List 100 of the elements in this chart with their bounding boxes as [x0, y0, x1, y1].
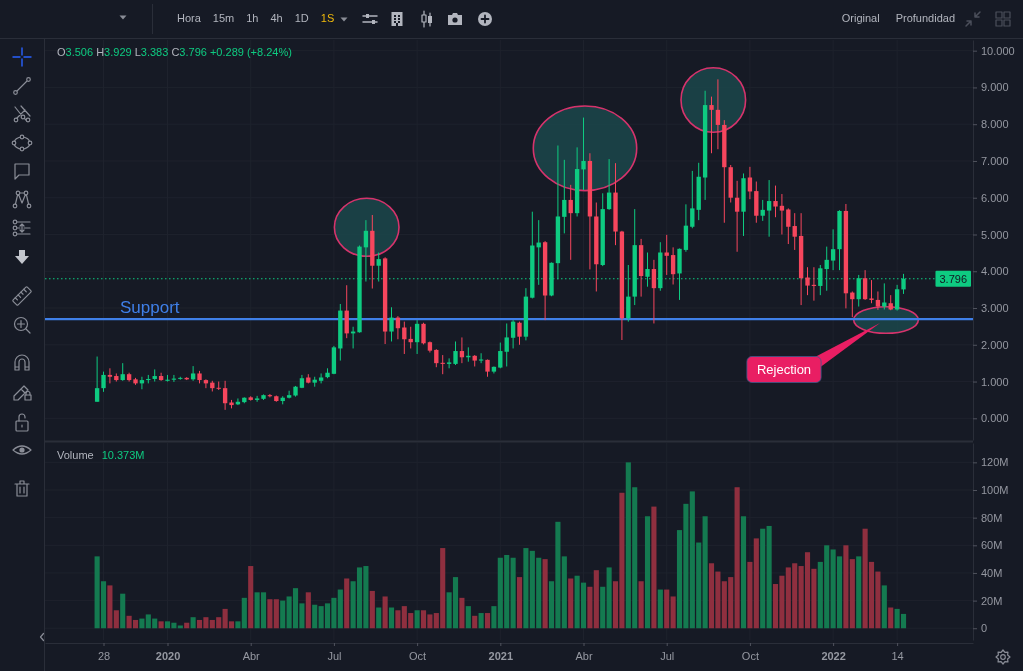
candlestick [517, 321, 522, 346]
y-tick-label: 120M [981, 456, 1009, 469]
bar [651, 506, 657, 629]
bar [344, 578, 350, 629]
x-tick-label: 2022 [821, 649, 846, 662]
text: Hora [177, 12, 202, 24]
bar [190, 617, 196, 629]
bar [523, 548, 529, 629]
candlestick [222, 380, 228, 411]
bar [465, 606, 471, 629]
candlestick [734, 180, 740, 253]
candlestick [94, 356, 100, 403]
x-tick-label: Jul [327, 649, 342, 662]
text: 10.373M [101, 449, 145, 461]
ref-line-label: 3.796 [939, 272, 967, 285]
y-tick-label: 7.000 [981, 154, 1009, 167]
text: Profundidad [895, 12, 955, 24]
candlestick [773, 185, 778, 218]
candlestick [766, 179, 772, 238]
bar [382, 596, 388, 629]
y-tick-label: 4.000 [981, 265, 1009, 278]
bar [664, 589, 670, 629]
bar [337, 589, 343, 629]
x-tick-label: Abr [575, 649, 593, 662]
bar [459, 597, 465, 629]
y-tick-label: 9.000 [981, 81, 1009, 94]
bar [312, 604, 318, 629]
x-tick-label: 2020 [155, 649, 181, 662]
y-tick-label: 10.000 [981, 44, 1015, 57]
candlestick [510, 319, 516, 349]
y-tick-label: 1.000 [981, 375, 1009, 388]
text: Volume [57, 449, 94, 461]
bar [516, 577, 523, 629]
candlestick [869, 279, 874, 304]
y-tick-label: 0 [981, 622, 988, 635]
candlestick [651, 259, 657, 324]
bar [472, 615, 478, 629]
bar [158, 621, 164, 629]
text: 1S [320, 12, 335, 24]
x-tick-label: Jul [660, 649, 675, 662]
y-tick-label: 20M [981, 594, 1003, 607]
bar [107, 585, 113, 629]
y-tick-label: 0.000 [981, 412, 1009, 425]
bar [881, 585, 887, 629]
bar [587, 586, 593, 629]
bar [561, 556, 567, 629]
candlestick [421, 322, 426, 345]
bar [766, 525, 772, 629]
ref-line-label: Support [120, 298, 180, 318]
x-tick-label: Oct [409, 649, 427, 662]
bar [740, 516, 747, 629]
bar [177, 625, 183, 629]
bar [856, 556, 862, 629]
candlestick [760, 199, 765, 222]
bar [120, 593, 126, 629]
candlestick [286, 390, 292, 399]
y-tick-label: 8.000 [981, 118, 1009, 131]
bar [849, 559, 855, 629]
bar [843, 545, 849, 629]
bar [484, 613, 491, 629]
bar [248, 566, 254, 629]
y-tick-label: 2.000 [981, 338, 1009, 351]
candlestick [670, 246, 676, 285]
x-tick-label: 2021 [488, 649, 514, 662]
bar [267, 599, 273, 629]
candlestick [446, 357, 452, 369]
candlestick [478, 352, 484, 364]
bar [376, 607, 382, 629]
candlestick [690, 170, 695, 229]
text: 4h [270, 12, 283, 24]
candlestick [562, 159, 567, 234]
bar [241, 597, 247, 629]
y-tick-label: 3.000 [981, 302, 1009, 315]
bar [395, 610, 401, 629]
x-tick-label: Abr [242, 649, 261, 662]
bar [644, 516, 651, 629]
bar [753, 538, 759, 629]
candlestick [792, 212, 797, 251]
bar [388, 607, 395, 629]
candlestick [568, 184, 573, 261]
bar [280, 600, 286, 629]
candlestick [107, 367, 113, 384]
bar [670, 596, 676, 629]
candlestick [254, 395, 260, 403]
bar [568, 578, 574, 629]
bar [702, 516, 708, 629]
bar [305, 592, 311, 629]
y-tick-label: 5.000 [981, 228, 1009, 241]
bar [414, 610, 420, 629]
bar [600, 586, 606, 629]
candlestick [894, 284, 900, 312]
annotation: Rejection [756, 362, 812, 377]
bar [478, 613, 484, 629]
candlestick [709, 96, 714, 154]
candlestick [862, 269, 868, 301]
candlestick [389, 306, 394, 342]
candlestick [190, 365, 196, 382]
bar [113, 610, 119, 629]
bar [510, 557, 516, 629]
bar [491, 606, 497, 629]
